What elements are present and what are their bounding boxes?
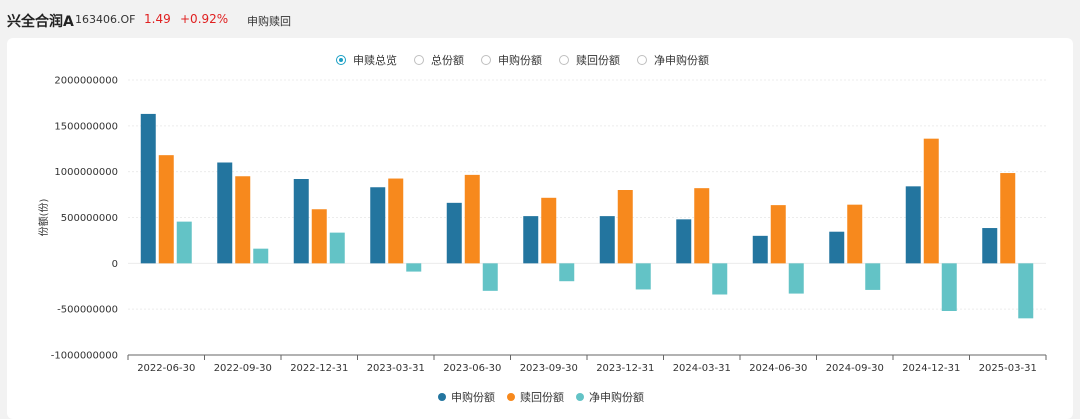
legend-label: 赎回份额: [520, 391, 564, 404]
bar-申购份额-2023-03-31: [370, 187, 386, 264]
bar-净申购份额-2024-03-31: [712, 263, 728, 295]
x-tick-label: 2023-03-31: [367, 363, 425, 374]
radio-icon[interactable]: [637, 55, 647, 65]
x-tick-label: 2024-09-30: [826, 363, 884, 374]
fund-price: 1.49: [144, 12, 171, 26]
bar-净申购份额-2025-03-31: [1018, 263, 1034, 319]
bar-净申购份额-2023-09-30: [559, 263, 575, 282]
view-option-net-subscribe-shares[interactable]: 净申购份额: [637, 52, 709, 68]
bar-净申购份额-2022-06-30: [176, 221, 192, 264]
bar-净申购份额-2023-03-31: [406, 263, 422, 272]
radio-icon[interactable]: [481, 55, 491, 65]
y-tick-label: 0: [112, 259, 118, 270]
legend-swatch: [576, 393, 584, 401]
view-option-subscribe-shares[interactable]: 申购份额: [481, 52, 542, 68]
y-tick-label: 2000000000: [54, 76, 118, 87]
legend-label: 净申购份额: [589, 391, 644, 404]
view-option-label: 赎回份额: [576, 54, 620, 67]
bar-赎回份额-2023-12-31: [617, 190, 633, 264]
bar-赎回份额-2024-03-31: [694, 188, 710, 264]
x-tick-label: 2023-12-31: [596, 363, 654, 374]
view-option-label: 申赎总览: [353, 54, 397, 67]
radio-icon[interactable]: [414, 55, 424, 65]
bar-赎回份额-2022-12-31: [311, 209, 327, 264]
x-tick-label: 2025-03-31: [979, 363, 1037, 374]
chart-legend: 申购份额 赎回份额 净申购份额: [438, 389, 656, 405]
bar-申购份额-2025-03-31: [982, 228, 998, 264]
legend-swatch: [507, 393, 515, 401]
fund-name: 兴全合润A: [7, 14, 74, 30]
bar-申购份额-2022-06-30: [140, 113, 156, 264]
bar-净申购份额-2022-12-31: [329, 232, 345, 264]
bar-赎回份额-2025-03-31: [1000, 173, 1016, 264]
bar-赎回份额-2024-09-30: [847, 204, 863, 264]
view-option-overview[interactable]: 申赎总览: [336, 52, 397, 68]
bar-赎回份额-2022-09-30: [235, 176, 251, 264]
view-option-redeem-shares[interactable]: 赎回份额: [559, 52, 620, 68]
x-tick-label: 2024-06-30: [749, 363, 807, 374]
x-tick-label: 2023-09-30: [520, 363, 578, 374]
fund-code: 163406.OF: [75, 13, 136, 26]
y-tick-label: -500000000: [57, 305, 118, 316]
bar-净申购份额-2024-12-31: [941, 263, 957, 311]
bar-申购份额-2023-12-31: [599, 216, 615, 264]
bar-赎回份额-2023-09-30: [541, 197, 557, 264]
y-tick-label: 1500000000: [54, 121, 118, 132]
legend-swatch: [438, 393, 446, 401]
x-tick-label: 2024-12-31: [902, 363, 960, 374]
bar-申购份额-2024-03-31: [676, 219, 692, 264]
bar-赎回份额-2023-03-31: [388, 178, 404, 264]
bar-赎回份额-2023-06-30: [464, 174, 480, 264]
bar-赎回份额-2024-06-30: [770, 205, 786, 264]
legend-item-subscribe[interactable]: 申购份额: [438, 389, 495, 405]
bar-申购份额-2022-09-30: [217, 162, 233, 264]
view-option-label: 总份额: [431, 54, 464, 67]
bar-赎回份额-2024-12-31: [923, 138, 939, 264]
bar-申购份额-2024-12-31: [905, 186, 921, 264]
bar-净申购份额-2024-06-30: [788, 263, 804, 294]
view-option-label: 申购份额: [498, 54, 542, 67]
y-tick-label: 1000000000: [54, 167, 118, 178]
bar-赎回份额-2022-06-30: [158, 155, 174, 264]
x-tick-label: 2022-09-30: [214, 363, 272, 374]
x-tick-label: 2024-03-31: [673, 363, 731, 374]
legend-item-redeem[interactable]: 赎回份额: [507, 389, 564, 405]
header-bar: 兴全合润A 163406.OF 1.49 +0.92% 申购赎回: [0, 0, 1080, 38]
legend-label: 申购份额: [451, 391, 495, 404]
bar-申购份额-2024-09-30: [829, 231, 845, 264]
fund-change-pct: +0.92%: [180, 12, 229, 26]
y-tick-label: 500000000: [61, 213, 118, 224]
radio-icon[interactable]: [559, 55, 569, 65]
bar-净申购份额-2023-06-30: [482, 263, 498, 291]
x-tick-label: 2022-12-31: [290, 363, 348, 374]
bar-净申购份额-2022-09-30: [253, 248, 269, 264]
x-tick-label: 2022-06-30: [137, 363, 195, 374]
section-title: 申购赎回: [247, 15, 291, 28]
legend-item-net[interactable]: 净申购份额: [576, 389, 644, 405]
bar-申购份额-2022-12-31: [293, 179, 309, 264]
y-tick-label: -1000000000: [51, 351, 118, 362]
bar-净申购份额-2023-12-31: [635, 263, 651, 290]
view-option-group: 申赎总览 总份额 申购份额 赎回份额 净申购份额: [336, 51, 726, 69]
bar-申购份额-2023-06-30: [446, 202, 462, 264]
y-axis-title: 份额(份): [37, 199, 50, 237]
radio-icon[interactable]: [336, 55, 346, 65]
x-tick-label: 2023-06-30: [443, 363, 501, 374]
view-option-label: 净申购份额: [654, 54, 709, 67]
bar-申购份额-2023-09-30: [523, 216, 539, 264]
bar-申购份额-2024-06-30: [752, 235, 768, 264]
bar-净申购份额-2024-09-30: [865, 263, 881, 290]
view-option-total-shares[interactable]: 总份额: [414, 52, 464, 68]
